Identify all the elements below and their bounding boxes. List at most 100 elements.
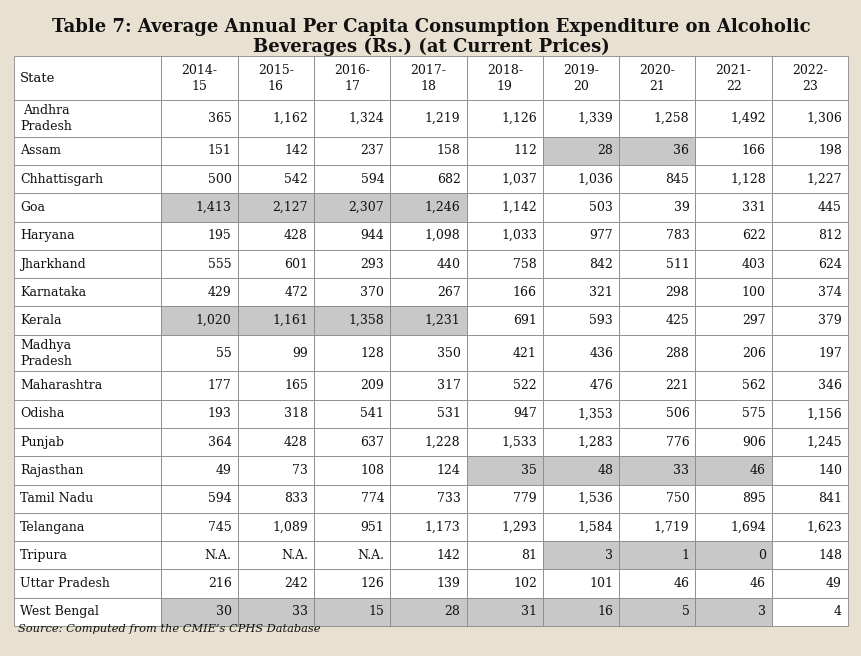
Bar — [542, 222, 618, 250]
Text: Telangana: Telangana — [20, 520, 85, 533]
Text: 1,492: 1,492 — [729, 112, 765, 125]
Text: 476: 476 — [589, 379, 612, 392]
Bar — [161, 428, 238, 457]
Bar — [14, 569, 161, 598]
Bar — [542, 371, 618, 400]
Bar — [618, 165, 695, 194]
Text: 783: 783 — [665, 229, 689, 242]
Bar — [466, 371, 542, 400]
Text: Beverages (Rs.) (at Current Prices): Beverages (Rs.) (at Current Prices) — [252, 38, 609, 56]
Text: 842: 842 — [589, 258, 612, 270]
Text: 637: 637 — [360, 436, 384, 449]
Text: 148: 148 — [817, 549, 841, 562]
Bar — [161, 306, 238, 335]
Bar — [390, 598, 466, 626]
Text: 28: 28 — [444, 605, 460, 619]
Text: 1,536: 1,536 — [577, 492, 612, 505]
Bar — [771, 335, 847, 371]
Text: 15: 15 — [368, 605, 384, 619]
Bar — [161, 371, 238, 400]
Bar — [14, 335, 161, 371]
Bar — [695, 222, 771, 250]
Bar — [313, 278, 390, 306]
Text: 1,162: 1,162 — [272, 112, 307, 125]
Text: West Bengal: West Bengal — [20, 605, 99, 619]
Text: Rajasthan: Rajasthan — [20, 464, 84, 477]
Text: 1,037: 1,037 — [500, 173, 536, 186]
Text: 1,324: 1,324 — [348, 112, 384, 125]
Text: 3: 3 — [757, 605, 765, 619]
Bar — [14, 250, 161, 278]
Text: 682: 682 — [437, 173, 460, 186]
Bar — [390, 194, 466, 222]
Bar — [161, 165, 238, 194]
Text: 100: 100 — [740, 286, 765, 298]
Text: Chhattisgarh: Chhattisgarh — [20, 173, 103, 186]
Bar — [390, 513, 466, 541]
Text: 436: 436 — [588, 346, 612, 359]
Bar — [771, 165, 847, 194]
Text: 206: 206 — [741, 346, 765, 359]
Text: 1,246: 1,246 — [424, 201, 460, 214]
Text: 2015-
16: 2015- 16 — [257, 64, 294, 92]
Bar — [466, 194, 542, 222]
Text: 1,161: 1,161 — [272, 314, 307, 327]
Text: 112: 112 — [512, 144, 536, 157]
Text: 177: 177 — [208, 379, 232, 392]
Text: 99: 99 — [292, 346, 307, 359]
Text: 1,227: 1,227 — [806, 173, 841, 186]
Bar — [542, 335, 618, 371]
Bar — [313, 457, 390, 485]
Bar — [14, 100, 161, 136]
Text: Tamil Nadu: Tamil Nadu — [20, 492, 93, 505]
Bar — [618, 400, 695, 428]
Bar — [161, 100, 238, 136]
Text: 1,413: 1,413 — [195, 201, 232, 214]
Bar — [695, 335, 771, 371]
Bar — [390, 136, 466, 165]
Bar — [313, 250, 390, 278]
Text: 36: 36 — [672, 144, 689, 157]
Text: 2019-
20: 2019- 20 — [562, 64, 598, 92]
Bar — [238, 136, 313, 165]
Bar — [771, 278, 847, 306]
Text: N.A.: N.A. — [281, 549, 307, 562]
Bar — [695, 485, 771, 513]
Bar — [618, 335, 695, 371]
Bar — [695, 569, 771, 598]
Bar — [161, 457, 238, 485]
Text: 197: 197 — [817, 346, 841, 359]
Text: 511: 511 — [665, 258, 689, 270]
Text: 841: 841 — [817, 492, 841, 505]
Text: 2018-
19: 2018- 19 — [486, 64, 522, 92]
Bar — [618, 100, 695, 136]
Text: 1,353: 1,353 — [577, 407, 612, 420]
Text: 2020-
21: 2020- 21 — [639, 64, 674, 92]
Bar — [390, 250, 466, 278]
Bar — [313, 541, 390, 569]
Text: 1,283: 1,283 — [577, 436, 612, 449]
Text: 81: 81 — [520, 549, 536, 562]
Text: Table 7: Average Annual Per Capita Consumption Expenditure on Alcoholic: Table 7: Average Annual Per Capita Consu… — [52, 18, 809, 36]
Text: State: State — [20, 72, 55, 85]
Bar — [313, 306, 390, 335]
Bar — [771, 371, 847, 400]
Bar — [542, 513, 618, 541]
Bar — [466, 278, 542, 306]
Text: 298: 298 — [665, 286, 689, 298]
Bar — [695, 400, 771, 428]
Text: Karnataka: Karnataka — [20, 286, 86, 298]
Text: 2021-
22: 2021- 22 — [715, 64, 751, 92]
Bar — [542, 194, 618, 222]
Bar — [390, 541, 466, 569]
Bar — [771, 541, 847, 569]
Bar — [238, 100, 313, 136]
Bar — [618, 306, 695, 335]
Text: 895: 895 — [741, 492, 765, 505]
Text: 845: 845 — [665, 173, 689, 186]
Bar — [466, 400, 542, 428]
Text: 1,036: 1,036 — [577, 173, 612, 186]
Bar — [771, 400, 847, 428]
Bar — [14, 165, 161, 194]
Bar — [466, 428, 542, 457]
